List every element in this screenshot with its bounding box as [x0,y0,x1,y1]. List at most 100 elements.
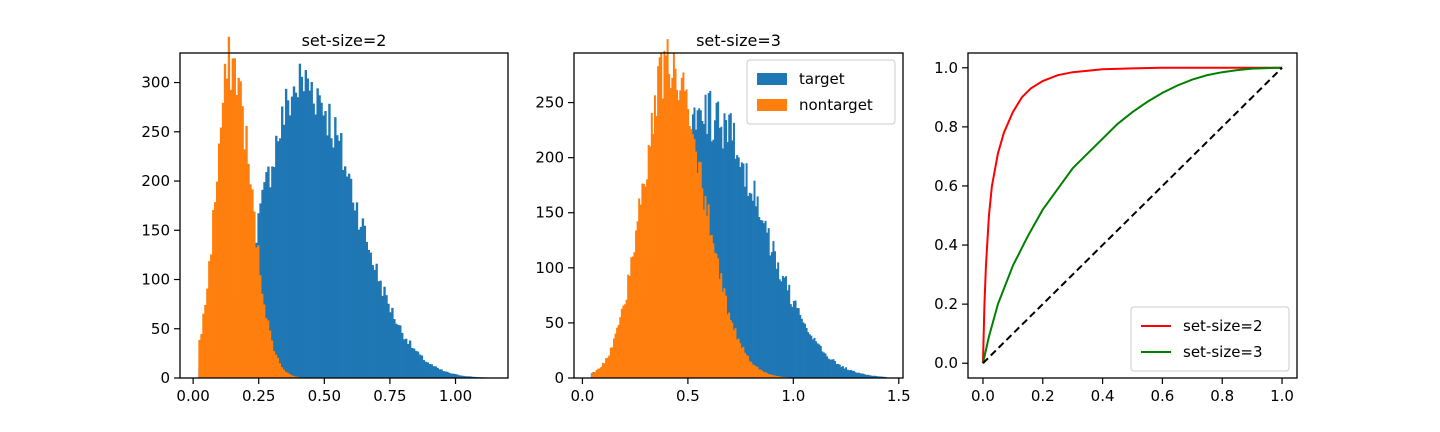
histogram-bar [691,134,694,378]
histogram-bar [280,367,283,378]
panel-title: set-size=3 [696,31,781,50]
histogram-bar [701,188,704,378]
histogram-bar [227,36,231,378]
histogram-bar [756,366,759,378]
histogram-bar [410,347,414,378]
histogram-bar [702,209,705,378]
histogram-bar [200,334,203,378]
histogram-bar [379,280,382,378]
histogram-bar [838,364,841,378]
histogram-bar [619,317,622,378]
histogram-bar [620,308,623,378]
histogram-bar [796,307,799,378]
histogram-bar [770,374,773,378]
histogram-bar [206,288,209,378]
histogram-bar [750,193,753,378]
histogram-bar [279,138,282,378]
histogram-bar [608,355,611,378]
histogram-bar [783,277,786,378]
histogram-bar [391,307,394,378]
histogram-bar [434,366,437,378]
histogram-bar [873,375,876,378]
y-tick-label: 250 [141,123,170,141]
histogram-bar [332,147,335,378]
histogram-bar [286,372,289,378]
histogram-bar [815,341,818,378]
histogram-bar [792,301,795,378]
histogram-bar [800,318,803,378]
histogram-bar [628,275,631,378]
histogram-bar [646,179,649,378]
histogram-bar [614,333,617,378]
histogram-bar [284,371,287,378]
legend-label-set-size-2: set-size=2 [1183,317,1263,335]
histogram-bar [666,39,669,379]
histogram-bar [799,314,802,378]
histogram-bar [288,374,291,378]
histogram-bar [302,91,306,378]
histogram-bar [601,362,604,378]
histogram-bar [685,89,688,379]
x-tick-label: 1.0 [1270,387,1294,405]
histogram-bar [215,181,219,378]
histogram-bar [769,374,772,378]
histogram-panel-set-size-3: set-size=3 target nontarget 0.0 0.5 1.0 1.5… [535,31,910,405]
histogram-bar [712,243,715,378]
histogram-bar [383,286,386,378]
histogram-bar [212,210,215,378]
histogram-bar [721,148,724,378]
histogram-bar [699,162,702,378]
histogram-bar [791,306,794,378]
histogram-bar [811,339,814,378]
histogram-bar [401,332,404,378]
histogram-bar [849,370,852,378]
histogram-bar [612,338,615,378]
histogram-bar [720,126,723,378]
histogram-bar [728,114,731,379]
histogram-bar [312,103,315,378]
histogram-bar [794,300,797,378]
histogram-bar [785,276,788,378]
histogram-bar [709,90,712,379]
histogram-bar [736,339,739,378]
histogram-bar [775,268,778,378]
histogram-bar [718,127,721,378]
histogram-bar [336,135,339,378]
histogram-bar [326,135,329,378]
histogram-bar [778,279,781,378]
histogram-bar [369,252,372,378]
histogram-bar [715,253,718,378]
histogram-bar [603,363,606,378]
histogram-bar [644,186,647,378]
histogram-bar [802,322,805,378]
histogram-bar [747,196,750,378]
histogram-bar [460,375,463,378]
histogram-bar [223,63,227,378]
histogram-bar [767,228,770,378]
histogram-bar [347,173,351,378]
histogram-bar [671,77,674,378]
histogram-bar [772,375,775,378]
histogram-bar [843,368,846,378]
x-tick-label: 1.5 [887,387,911,405]
histogram-bar [683,91,686,378]
histogram-bar [261,189,264,378]
histogram-bar [371,264,374,378]
histogram-bar [758,369,761,378]
histogram-bar [788,284,791,378]
histogram-bar [773,375,776,378]
histogram-bar [754,366,757,378]
histogram-bar [464,376,467,378]
histogram-bar [698,161,701,378]
histogram-bar [876,376,879,378]
roc-curve [981,66,1283,364]
histogram-bar [622,305,625,378]
histogram-bar [824,353,827,378]
histogram-bar [717,258,720,378]
histogram-bar [652,133,655,378]
histogram-bar [310,81,313,378]
histogram-bar [729,320,732,378]
y-tick-label: 50 [151,320,170,338]
y-tick-label: 0.8 [934,118,958,136]
histogram-bar [748,361,751,378]
